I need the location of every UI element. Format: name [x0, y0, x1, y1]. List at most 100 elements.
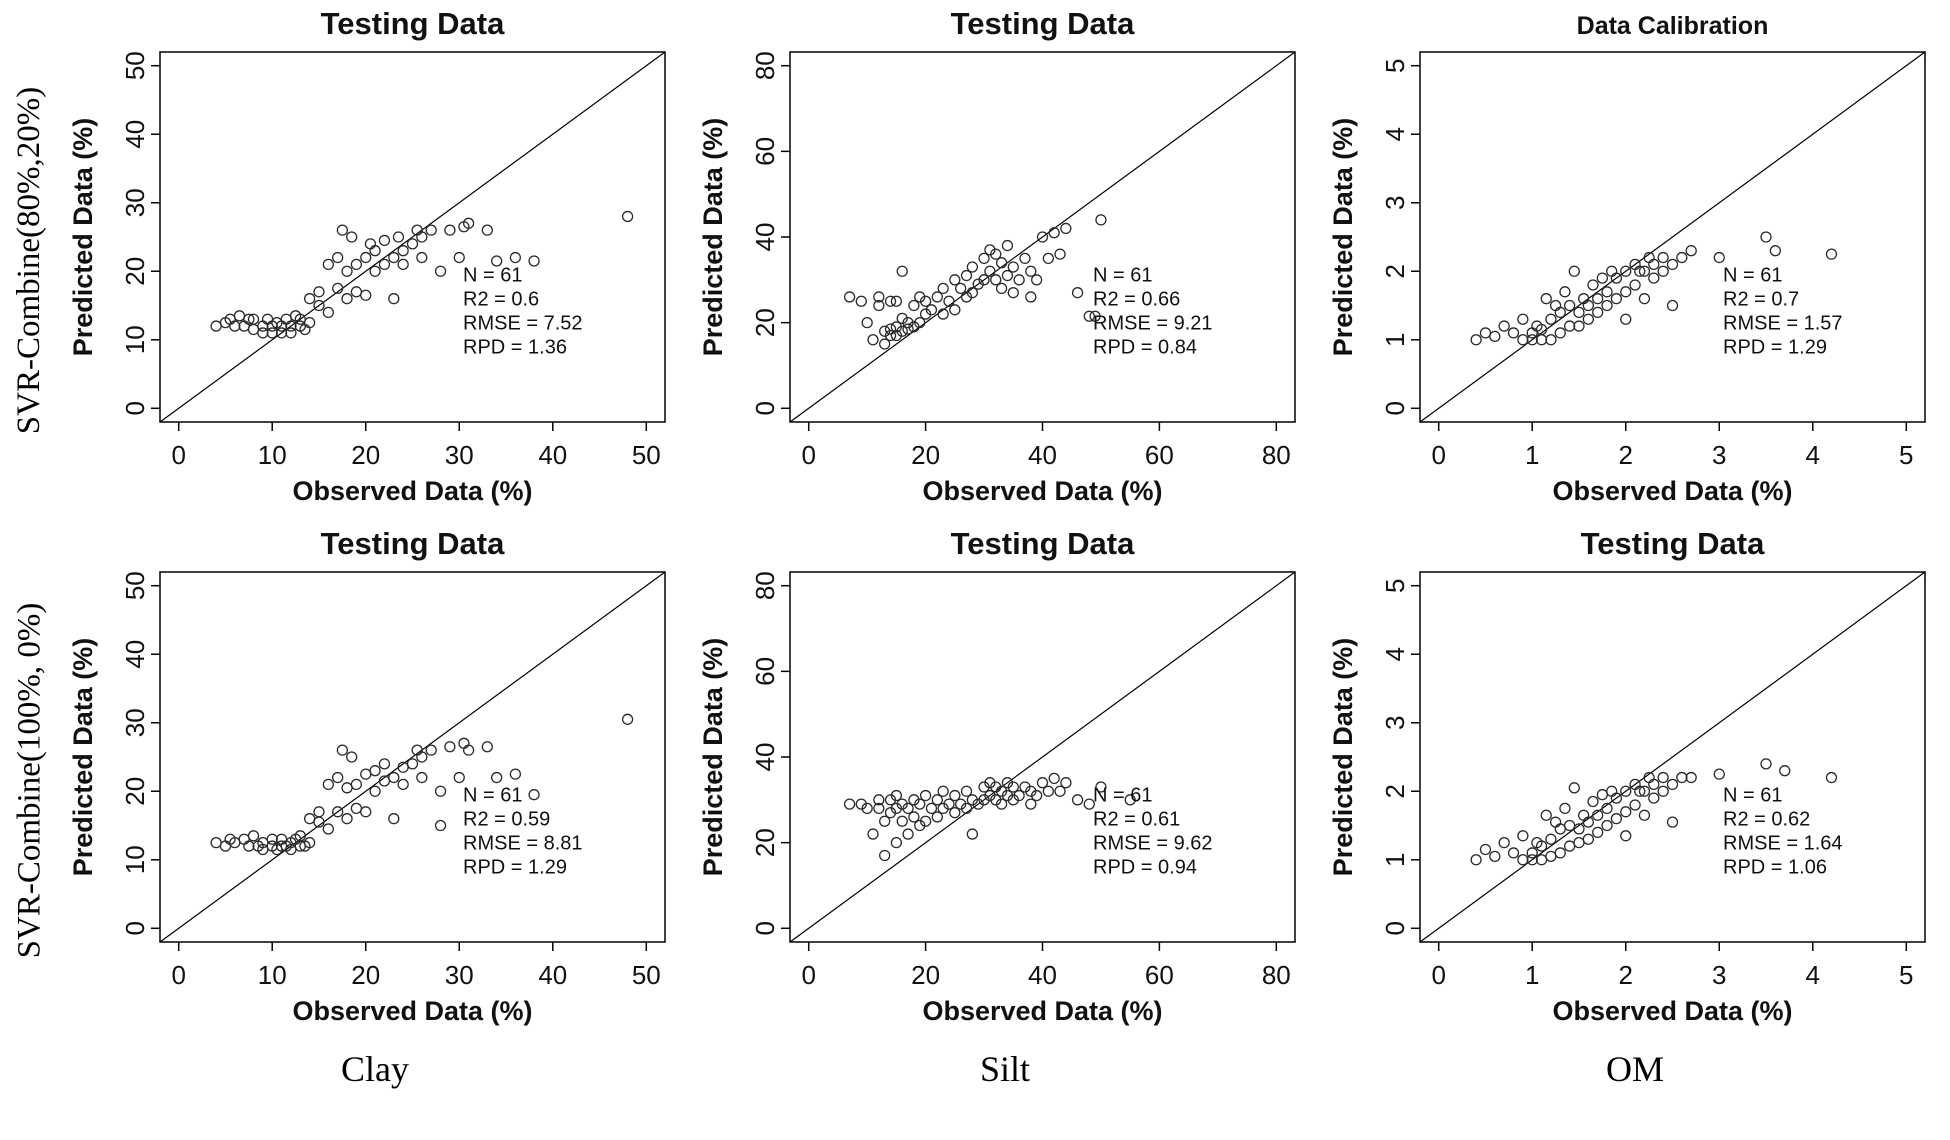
svg-text:10: 10 [258, 440, 287, 470]
svg-text:0: 0 [120, 401, 150, 415]
row-label-text: SVR-Combine(80%,20%) [11, 86, 48, 434]
svg-text:5: 5 [1380, 58, 1410, 72]
identity-line [1419, 51, 1926, 423]
svg-text:40: 40 [120, 640, 150, 669]
scatter-plot-svg: Testing Data 0 0 10 10 20 20 30 30 40 40 50 50 N = 61… [68, 6, 666, 506]
scatter-plot-svg: Testing Data 0 0 10 10 20 20 30 30 40 40 50 50 N = 61… [68, 526, 666, 1026]
svg-text:0: 0 [801, 960, 815, 990]
scatter-points [1470, 758, 1838, 866]
svg-text:R2 = 0.7: R2 = 0.7 [1723, 288, 1799, 310]
svg-text:RPD = 0.84: RPD = 0.84 [1093, 336, 1197, 358]
svg-text:0: 0 [120, 921, 150, 935]
identity-line [789, 571, 1296, 943]
y-axis-label: Predicted Data (%) [68, 638, 98, 877]
svg-text:40: 40 [1028, 960, 1057, 990]
panel-silt-testing-100-0: Testing Data 0 0 20 20 40 40 60 60 80 80 N = 61 R2 =… [690, 520, 1320, 1040]
svg-text:5: 5 [1899, 960, 1913, 990]
svg-text:4: 4 [1380, 647, 1410, 661]
bottom-left-spacer [0, 1040, 60, 1130]
scatter-points [210, 713, 634, 856]
svg-text:30: 30 [120, 708, 150, 737]
plot-title: Testing Data [951, 526, 1135, 561]
y-axis-label: Predicted Data (%) [698, 118, 728, 357]
svg-text:0: 0 [750, 921, 780, 935]
svg-text:RPD = 1.29: RPD = 1.29 [1723, 336, 1827, 358]
panel-om-calibration: Data Calibration 0 0 1 1 2 2 3 3 4 4 5 5 N = 61 R2 = 0… [1320, 0, 1950, 520]
svg-text:20: 20 [351, 960, 380, 990]
plot-title: Data Calibration [1577, 12, 1769, 40]
scatter-points [843, 772, 1136, 862]
panel-om-testing-100-0: Testing Data 0 0 1 1 2 2 3 3 4 4 5 5 N = 61 R2 = 0.62 R… [1320, 520, 1950, 1040]
svg-text:40: 40 [120, 120, 150, 149]
svg-text:5: 5 [1899, 440, 1913, 470]
svg-text:1: 1 [1380, 853, 1410, 867]
plot-title: Testing Data [951, 6, 1135, 41]
svg-text:R2 = 0.62: R2 = 0.62 [1723, 808, 1810, 830]
svg-text:N = 61: N = 61 [1723, 784, 1782, 806]
svg-text:2: 2 [1380, 784, 1410, 798]
plot-title: Testing Data [1581, 526, 1765, 561]
y-axis-label: Predicted Data (%) [1328, 638, 1358, 877]
svg-text:0: 0 [750, 401, 780, 415]
svg-text:20: 20 [750, 308, 780, 337]
row-label-svr-combine-100-0: SVR-Combine(100%, 0%) [0, 520, 60, 1040]
svg-text:20: 20 [911, 960, 940, 990]
identity-line [1419, 571, 1926, 943]
svg-text:20: 20 [750, 828, 780, 857]
plot-box [159, 51, 666, 423]
svg-text:10: 10 [120, 845, 150, 874]
svg-text:40: 40 [538, 440, 567, 470]
svg-text:80: 80 [1262, 440, 1291, 470]
svg-text:0: 0 [1380, 921, 1410, 935]
y-axis-label: Predicted Data (%) [68, 118, 98, 357]
svg-text:40: 40 [750, 223, 780, 252]
svg-text:10: 10 [120, 325, 150, 354]
x-axis-label: Observed Data (%) [292, 476, 532, 506]
svg-text:60: 60 [1145, 960, 1174, 990]
identity-line [789, 51, 1296, 423]
svg-text:N = 61: N = 61 [463, 784, 522, 806]
svg-text:40: 40 [1028, 440, 1057, 470]
x-axis-label: Observed Data (%) [922, 996, 1162, 1026]
svg-text:RPD = 1.36: RPD = 1.36 [463, 336, 567, 358]
svg-text:2: 2 [1619, 960, 1633, 990]
identity-line [159, 571, 666, 943]
svg-text:R2 = 0.61: R2 = 0.61 [1093, 808, 1180, 830]
svg-text:20: 20 [120, 777, 150, 806]
svg-text:RPD = 0.94: RPD = 0.94 [1093, 856, 1197, 878]
svg-text:2: 2 [1380, 264, 1410, 278]
svg-text:RMSE = 8.81: RMSE = 8.81 [463, 832, 583, 854]
panel-clay-testing-80-20: Testing Data 0 0 10 10 20 20 30 30 40 40 50 50 N = 61… [60, 0, 690, 520]
x-axis-label: Observed Data (%) [1552, 476, 1792, 506]
svg-text:N = 61: N = 61 [463, 264, 522, 286]
svg-text:80: 80 [750, 51, 780, 80]
row-label-svr-combine-80-20: SVR-Combine(80%,20%) [0, 0, 60, 520]
x-axis-label: Observed Data (%) [1552, 996, 1792, 1026]
svg-text:40: 40 [750, 743, 780, 772]
column-label-om: OM [1605, 1049, 1664, 1089]
scatter-points [843, 214, 1107, 350]
svg-text:4: 4 [1806, 440, 1820, 470]
svg-text:3: 3 [1380, 716, 1410, 730]
svg-text:40: 40 [538, 960, 567, 990]
svg-text:0: 0 [1431, 440, 1445, 470]
svg-text:N = 61: N = 61 [1093, 264, 1152, 286]
x-axis-label: Observed Data (%) [292, 996, 532, 1026]
svg-text:RMSE = 1.57: RMSE = 1.57 [1723, 312, 1843, 334]
svg-text:3: 3 [1712, 960, 1726, 990]
panel-silt-testing-80-20: Testing Data 0 0 20 20 40 40 60 60 80 80 N = 61 R2 =… [690, 0, 1320, 520]
column-label-clay: Clay [341, 1049, 409, 1089]
plot-title: Testing Data [321, 6, 505, 41]
x-axis-label: Observed Data (%) [922, 476, 1162, 506]
svg-text:50: 50 [120, 571, 150, 600]
svg-text:50: 50 [632, 960, 661, 990]
svg-text:3: 3 [1712, 440, 1726, 470]
svg-text:60: 60 [750, 137, 780, 166]
svg-text:1: 1 [1380, 333, 1410, 347]
